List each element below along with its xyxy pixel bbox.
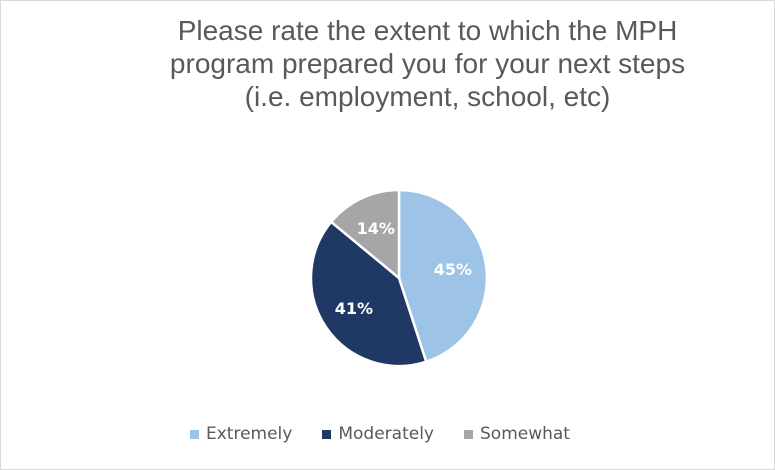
legend-swatch-extremely bbox=[190, 429, 199, 439]
chart-title-line-1: Please rate the extent to which the MPH bbox=[177, 15, 678, 46]
legend-swatch-moderately bbox=[322, 429, 332, 439]
chart-title: Please rate the extent to which the MPH … bbox=[40, 14, 775, 113]
legend-swatch-somewhat bbox=[464, 429, 473, 439]
data-label-extremely: 45% bbox=[434, 260, 472, 279]
pie-slice-somewhat bbox=[329, 188, 401, 280]
legend-item-moderately: Moderately bbox=[322, 424, 434, 444]
chart-title-line-2: program prepared you for your next steps bbox=[169, 48, 686, 79]
legend: Extremely Moderately Somewhat bbox=[190, 424, 570, 444]
data-label-moderately: 41% bbox=[335, 299, 373, 318]
legend-label-extremely: Extremely bbox=[206, 424, 293, 444]
pie-slice-moderately bbox=[309, 220, 428, 368]
legend-item-extremely: Extremely bbox=[190, 424, 292, 444]
chart-title-line-3: (i.e. employment, school, etc) bbox=[244, 81, 611, 112]
pie-slice-extremely bbox=[397, 188, 489, 363]
legend-label-somewhat: Somewhat bbox=[480, 424, 570, 444]
legend-item-somewhat: Somewhat bbox=[464, 424, 570, 444]
data-label-somewhat: 14% bbox=[357, 219, 395, 238]
legend-label-moderately: Moderately bbox=[338, 424, 434, 444]
